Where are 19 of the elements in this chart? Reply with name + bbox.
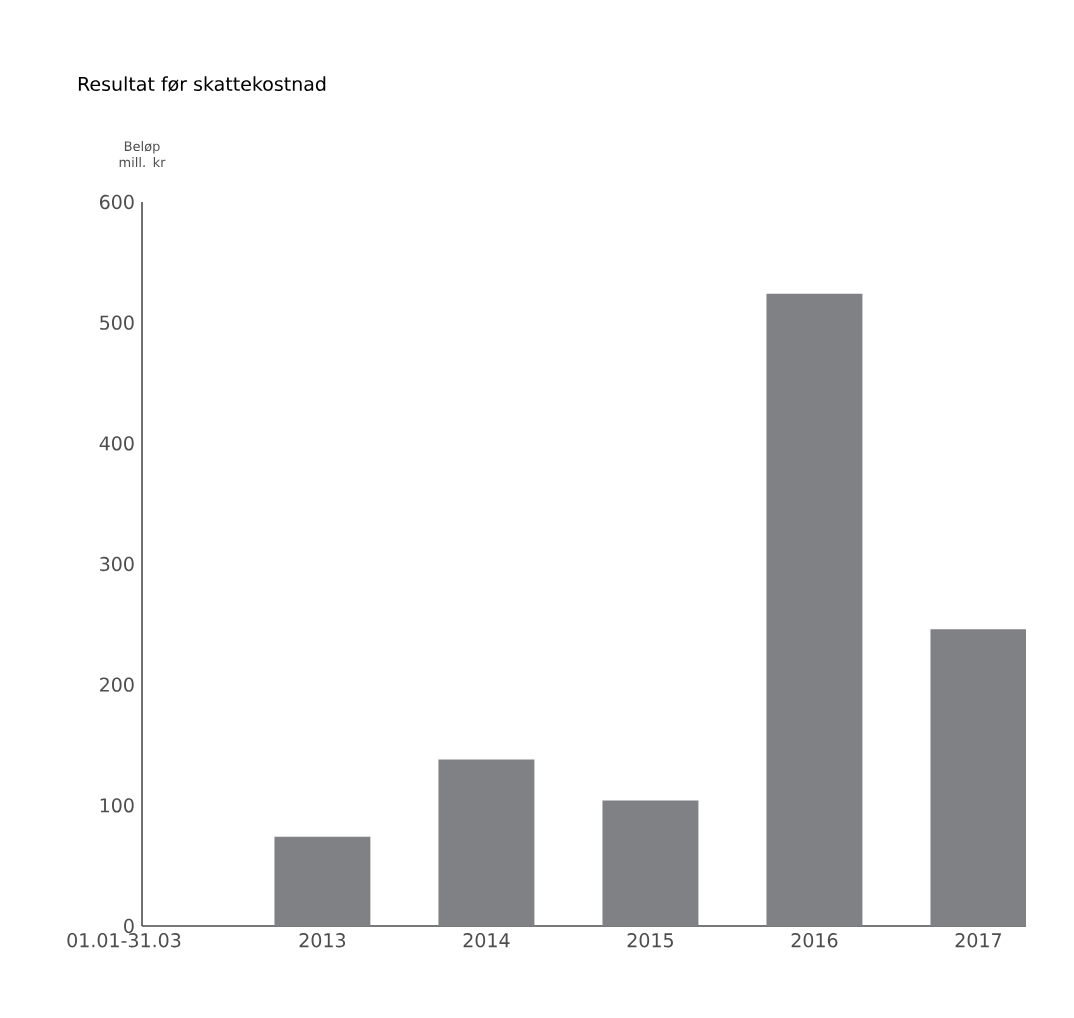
x-tick-label: 2015 (627, 933, 673, 948)
y-tick-label: 400 (99, 436, 134, 451)
y-tick-label: 200 (100, 677, 134, 692)
bar (438, 759, 535, 926)
x-tick-label: 2017 (955, 933, 1001, 948)
x-tick-label: 2013 (299, 933, 346, 948)
x-axis-title: 01.01-31.03 (67, 933, 181, 948)
x-tick-label: 2016 (791, 933, 838, 948)
y-tick-label: 100 (100, 798, 134, 813)
bar (274, 836, 371, 926)
bar (930, 629, 1027, 926)
bar (766, 293, 863, 926)
y-tick-label: 600 (99, 194, 134, 210)
y-tick-label: 300 (100, 556, 134, 572)
y-tick-label: 500 (100, 315, 134, 330)
y-tick-label: 0 (124, 918, 134, 934)
bar (602, 800, 699, 926)
chart-title: Resultat før skattekostnad (78, 76, 326, 92)
x-tick-label: 2014 (463, 933, 510, 948)
